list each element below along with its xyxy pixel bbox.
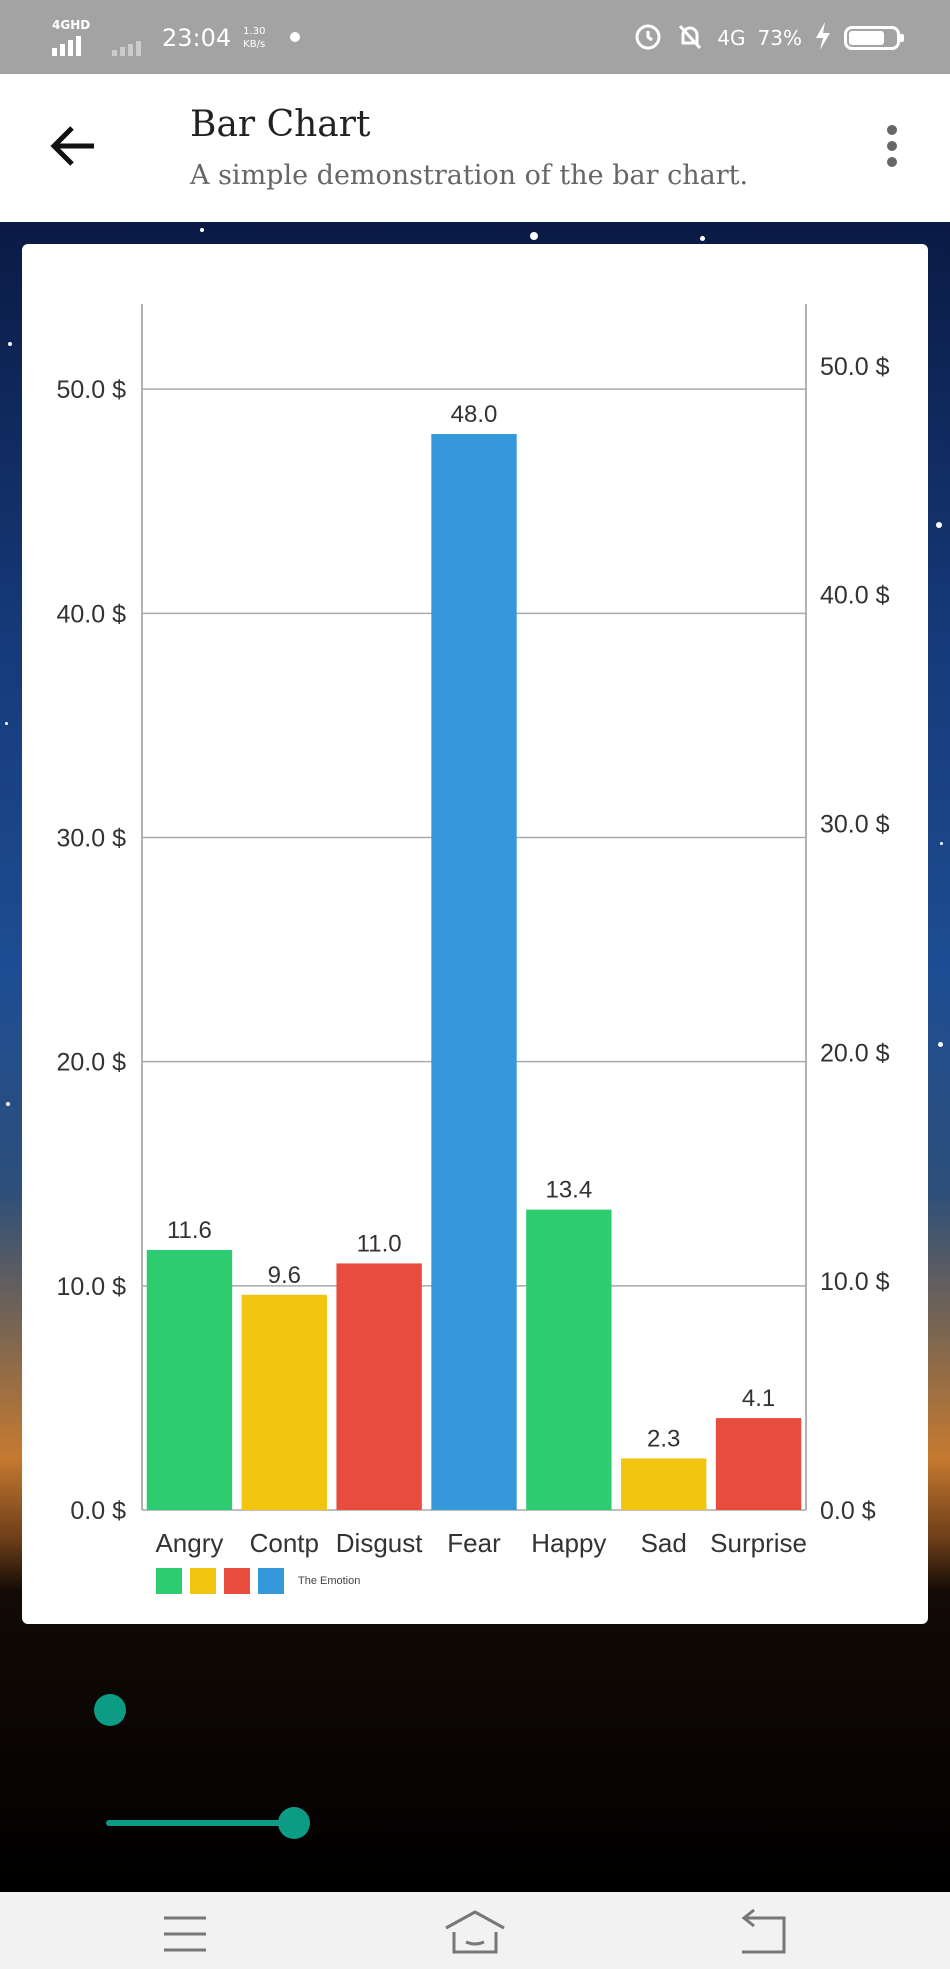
left-tick-label: 10.0 $	[56, 1273, 126, 1301]
more-vert-icon	[887, 125, 897, 135]
home-icon	[445, 1910, 505, 1954]
menu-nav-button[interactable]	[140, 1902, 230, 1962]
bar-chart: 0.0 $ 10.0 $ 20.0 $ 30.0 $ 40.0 $ 50.0 $ 0.0 …	[56, 304, 890, 1558]
back-icon	[741, 1908, 786, 1954]
right-tick-label: 40.0 $	[820, 582, 890, 610]
page-title: Bar Chart	[190, 104, 371, 145]
category-label: Happy	[531, 1528, 606, 1558]
legend-label: The Emotion	[298, 1575, 361, 1587]
notifications-off-icon	[675, 21, 705, 56]
bar-value-label: 2.3	[647, 1425, 680, 1452]
clock-time: 23:04	[162, 24, 232, 52]
value-labels: 11.6 9.6 11.0 48.0 13.4 2.3 4.1	[167, 401, 775, 1452]
navigation-bar	[0, 1892, 950, 1969]
category-label: Surprise	[710, 1528, 807, 1558]
bar-value-label: 48.0	[451, 401, 498, 428]
network-speed: 1.30 KB/s	[243, 25, 265, 51]
page-subtitle: A simple demonstration of the bar chart.	[190, 160, 749, 191]
home-nav-button[interactable]	[430, 1902, 520, 1962]
left-axis-ticks: 0.0 $ 10.0 $ 20.0 $ 30.0 $ 40.0 $ 50.0 $	[56, 376, 126, 1525]
bar-value-label: 11.0	[357, 1230, 402, 1257]
speed-unit: KB/s	[243, 39, 266, 50]
slider-2-thumb[interactable]	[278, 1807, 310, 1839]
legend-swatch	[224, 1568, 250, 1594]
signal-icon: 4GHD	[50, 18, 98, 58]
battery-icon	[844, 26, 904, 50]
menu-icon	[164, 1916, 206, 1952]
speed-value: 1.30	[243, 26, 266, 37]
right-tick-label: 20.0 $	[820, 1039, 890, 1067]
status-right: 4G 73%	[633, 18, 904, 58]
right-tick-label: 10.0 $	[820, 1268, 890, 1296]
left-tick-label: 0.0 $	[70, 1497, 126, 1525]
left-tick-label: 20.0 $	[56, 1049, 126, 1077]
category-label: Fear	[447, 1528, 501, 1558]
legend-swatch	[156, 1568, 182, 1594]
right-tick-label: 30.0 $	[820, 810, 890, 838]
legend-swatch	[258, 1568, 284, 1594]
category-labels: Angry Contp Disgust Fear Happy Sad Surprise	[155, 1528, 807, 1558]
legend-swatch	[190, 1568, 216, 1594]
left-tick-label: 30.0 $	[56, 825, 126, 853]
bar-contp	[241, 1294, 327, 1510]
category-label: Contp	[250, 1528, 319, 1558]
back-nav-button[interactable]	[720, 1902, 810, 1962]
slider-2-track[interactable]	[106, 1820, 296, 1826]
app-bar: Bar Chart A simple demonstration of the …	[0, 74, 950, 222]
bar-value-label: 9.6	[268, 1262, 301, 1289]
status-bar: 4GHD 23:04 1.30 KB/s 4G 73%	[0, 0, 950, 74]
slider-1-thumb[interactable]	[94, 1694, 126, 1726]
bar-value-label: 4.1	[742, 1385, 775, 1412]
bar-disgust	[336, 1263, 422, 1510]
bar-value-label: 11.6	[167, 1217, 212, 1244]
bar-angry	[146, 1249, 233, 1510]
left-tick-label: 40.0 $	[56, 600, 126, 628]
network-type: 4G	[717, 26, 746, 50]
chart-card: 0.0 $ 10.0 $ 20.0 $ 30.0 $ 40.0 $ 50.0 $ 0.0 …	[22, 244, 928, 1624]
notification-dot	[290, 32, 300, 42]
status-left: 4GHD 23:04 1.30 KB/s	[50, 16, 265, 60]
category-label: Angry	[155, 1528, 223, 1558]
bar-value-label: 13.4	[545, 1177, 592, 1204]
back-button[interactable]	[44, 116, 104, 176]
bar-sad	[621, 1458, 707, 1510]
more-options-button[interactable]	[872, 116, 912, 176]
arrow-left-icon	[50, 126, 94, 166]
alarm-icon	[633, 21, 663, 56]
battery-percent: 73%	[757, 26, 802, 50]
bar-fear	[431, 434, 517, 1510]
left-tick-label: 50.0 $	[56, 376, 126, 404]
right-tick-label: 0.0 $	[820, 1497, 876, 1525]
bar-happy	[526, 1209, 612, 1510]
network-label: 4GHD	[52, 18, 91, 32]
category-label: Sad	[641, 1528, 687, 1558]
signal-icon-secondary	[110, 18, 150, 58]
chart-legend: The Emotion	[156, 1568, 360, 1594]
charging-icon	[814, 21, 832, 55]
category-label: Disgust	[336, 1528, 423, 1558]
bar-surprise	[715, 1418, 802, 1510]
right-tick-label: 50.0 $	[820, 353, 890, 381]
chart-bars	[146, 434, 802, 1510]
right-axis-ticks: 0.0 $ 10.0 $ 20.0 $ 30.0 $ 40.0 $ 50.0 $	[820, 353, 890, 1525]
